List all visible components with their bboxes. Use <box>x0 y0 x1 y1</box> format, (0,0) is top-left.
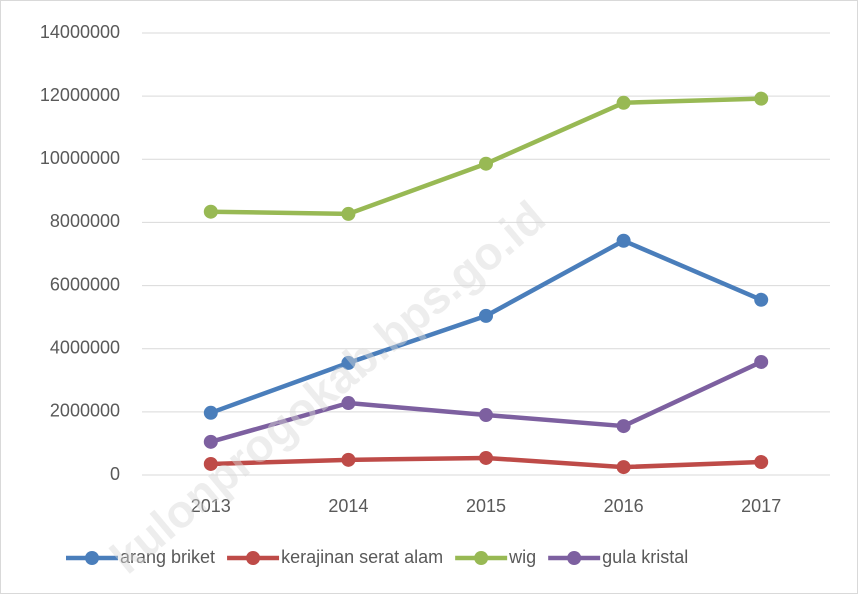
legend-label: kerajinan serat alam <box>281 547 443 567</box>
legend-label: arang briket <box>120 547 215 567</box>
point <box>616 95 631 110</box>
point <box>203 456 218 471</box>
x-tick-label: 2016 <box>604 496 644 516</box>
y-tick-label: 10000000 <box>40 148 120 168</box>
y-tick-label: 4000000 <box>50 337 120 357</box>
legend-marker <box>85 551 99 565</box>
point <box>479 408 493 423</box>
legend-label: wig <box>508 547 536 567</box>
point <box>479 308 493 323</box>
point <box>616 233 631 248</box>
legend-marker <box>246 551 261 565</box>
x-tick-label: 2015 <box>466 496 506 516</box>
point <box>341 206 356 221</box>
x-tick-label: 2017 <box>741 496 781 516</box>
y-tick-label: 0 <box>110 464 120 484</box>
point <box>203 434 218 449</box>
point <box>754 354 769 369</box>
point <box>754 292 769 307</box>
legend-marker <box>567 551 582 565</box>
point <box>479 450 493 465</box>
x-tick-label: 2013 <box>191 496 231 516</box>
y-tick-label: 2000000 <box>50 401 120 421</box>
y-tick-label: 8000000 <box>50 211 120 231</box>
legend-label: gula kristal <box>602 547 688 567</box>
point <box>341 452 356 467</box>
point <box>341 355 356 370</box>
point <box>341 396 356 411</box>
x-tick-label: 2014 <box>328 496 368 516</box>
y-tick-label: 12000000 <box>40 85 120 105</box>
point <box>203 405 218 420</box>
y-tick-label: 14000000 <box>40 22 120 42</box>
point <box>754 91 769 106</box>
point <box>203 204 218 219</box>
point <box>616 419 631 434</box>
point <box>754 455 769 470</box>
point <box>616 460 631 475</box>
point <box>479 156 493 171</box>
legend-marker <box>474 551 489 565</box>
y-tick-label: 6000000 <box>50 274 120 294</box>
